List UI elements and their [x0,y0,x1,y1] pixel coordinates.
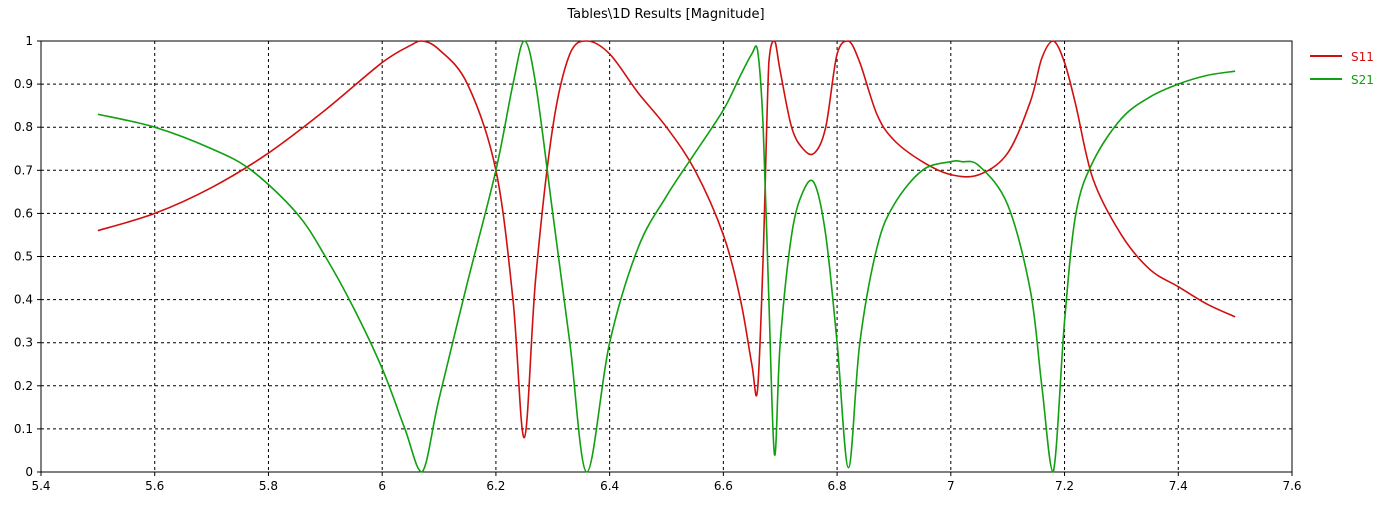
y-tick-label: 0.4 [14,293,33,307]
x-tick-label: 5.6 [145,479,164,493]
y-tick-label: 1 [25,34,33,48]
y-tick-label: 0.7 [14,163,33,177]
x-axis-ticks: 5.4 5.6 5.8 6 6.2 6.4 6.6 6.8 7 7.2 7.4 7.6 [31,472,1302,493]
legend: S11 S21 [1310,50,1374,87]
x-tick-label: 7.6 [1282,479,1301,493]
y-tick-label: 0.9 [14,77,33,91]
x-tick-label: 7.4 [1169,479,1188,493]
x-tick-label: 6.4 [600,479,619,493]
y-tick-label: 0.6 [14,206,33,220]
series-line-s21 [97,40,1236,473]
y-tick-label: 0.5 [14,250,33,264]
x-tick-label: 6.2 [486,479,505,493]
series-layer [97,40,1236,473]
x-tick-label: 6.8 [828,479,847,493]
x-tick-label: 6.6 [714,479,733,493]
x-tick-label: 5.4 [31,479,50,493]
x-tick-label: 6 [378,479,386,493]
y-tick-label: 0.2 [14,379,33,393]
chart-title: Tables\1D Results [Magnitude] [567,7,765,22]
y-tick-label: 0.8 [14,120,33,134]
x-tick-label: 7 [947,479,955,493]
x-tick-label: 5.8 [259,479,278,493]
y-axis-ticks: 0 0.1 0.2 0.3 0.4 0.5 0.6 0.7 0.8 0.9 1 [14,34,41,479]
series-line-s11 [97,40,1236,439]
legend-label-s21: S21 [1351,73,1374,87]
y-tick-label: 0.3 [14,336,33,350]
grid-lines [41,41,1292,472]
y-tick-label: 0.1 [14,422,33,436]
legend-label-s11: S11 [1351,50,1374,64]
y-tick-label: 0 [25,465,33,479]
x-tick-label: 7.2 [1055,479,1074,493]
